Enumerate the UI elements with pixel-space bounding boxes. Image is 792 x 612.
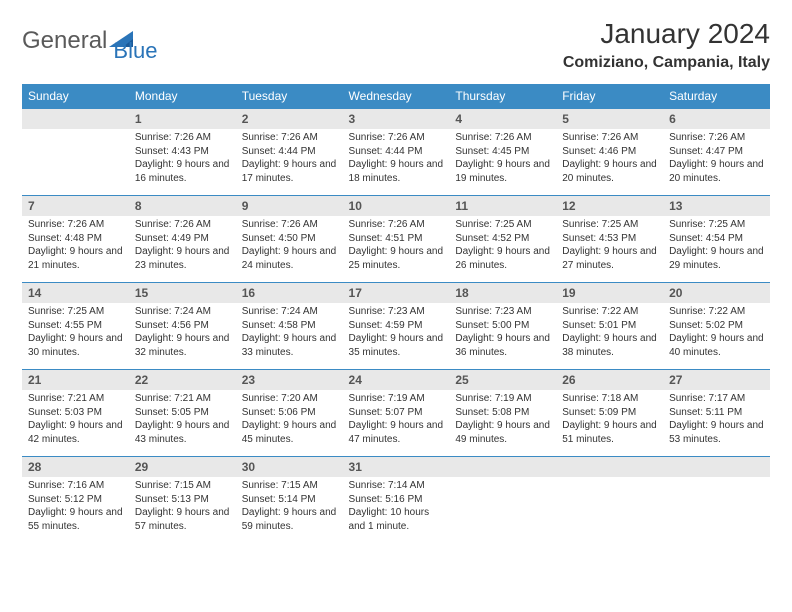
date-row: 28293031	[22, 457, 770, 478]
date-cell: 2	[236, 109, 343, 130]
date-cell	[449, 457, 556, 478]
detail-cell: Sunrise: 7:19 AM Sunset: 5:07 PM Dayligh…	[343, 390, 450, 457]
date-cell: 22	[129, 370, 236, 391]
date-cell: 18	[449, 283, 556, 304]
date-cell: 21	[22, 370, 129, 391]
date-cell: 11	[449, 196, 556, 217]
date-cell: 14	[22, 283, 129, 304]
day-header: Thursday	[449, 84, 556, 109]
detail-row: Sunrise: 7:21 AM Sunset: 5:03 PM Dayligh…	[22, 390, 770, 457]
detail-cell: Sunrise: 7:26 AM Sunset: 4:45 PM Dayligh…	[449, 129, 556, 196]
detail-cell: Sunrise: 7:19 AM Sunset: 5:08 PM Dayligh…	[449, 390, 556, 457]
date-cell: 24	[343, 370, 450, 391]
date-cell: 31	[343, 457, 450, 478]
date-cell	[22, 109, 129, 130]
day-header: Wednesday	[343, 84, 450, 109]
detail-cell	[22, 129, 129, 196]
date-cell: 28	[22, 457, 129, 478]
date-cell: 16	[236, 283, 343, 304]
month-title: January 2024	[563, 18, 770, 50]
detail-cell: Sunrise: 7:24 AM Sunset: 4:58 PM Dayligh…	[236, 303, 343, 370]
date-cell: 27	[663, 370, 770, 391]
detail-row: Sunrise: 7:25 AM Sunset: 4:55 PM Dayligh…	[22, 303, 770, 370]
detail-row: Sunrise: 7:16 AM Sunset: 5:12 PM Dayligh…	[22, 477, 770, 543]
day-header: Saturday	[663, 84, 770, 109]
date-cell: 6	[663, 109, 770, 130]
detail-cell: Sunrise: 7:26 AM Sunset: 4:48 PM Dayligh…	[22, 216, 129, 283]
detail-cell: Sunrise: 7:15 AM Sunset: 5:14 PM Dayligh…	[236, 477, 343, 543]
detail-cell: Sunrise: 7:22 AM Sunset: 5:01 PM Dayligh…	[556, 303, 663, 370]
date-cell: 13	[663, 196, 770, 217]
date-cell: 20	[663, 283, 770, 304]
detail-cell: Sunrise: 7:22 AM Sunset: 5:02 PM Dayligh…	[663, 303, 770, 370]
date-cell: 25	[449, 370, 556, 391]
detail-cell	[663, 477, 770, 543]
date-cell	[556, 457, 663, 478]
date-cell	[663, 457, 770, 478]
detail-cell: Sunrise: 7:26 AM Sunset: 4:46 PM Dayligh…	[556, 129, 663, 196]
detail-cell: Sunrise: 7:17 AM Sunset: 5:11 PM Dayligh…	[663, 390, 770, 457]
date-cell: 7	[22, 196, 129, 217]
detail-cell: Sunrise: 7:16 AM Sunset: 5:12 PM Dayligh…	[22, 477, 129, 543]
detail-cell: Sunrise: 7:26 AM Sunset: 4:49 PM Dayligh…	[129, 216, 236, 283]
day-header-row: Sunday Monday Tuesday Wednesday Thursday…	[22, 84, 770, 109]
detail-row: Sunrise: 7:26 AM Sunset: 4:43 PM Dayligh…	[22, 129, 770, 196]
detail-cell: Sunrise: 7:21 AM Sunset: 5:05 PM Dayligh…	[129, 390, 236, 457]
detail-cell: Sunrise: 7:20 AM Sunset: 5:06 PM Dayligh…	[236, 390, 343, 457]
page-header: General Blue January 2024 Comiziano, Cam…	[22, 18, 770, 72]
date-cell: 12	[556, 196, 663, 217]
detail-cell: Sunrise: 7:26 AM Sunset: 4:43 PM Dayligh…	[129, 129, 236, 196]
date-cell: 30	[236, 457, 343, 478]
day-header: Sunday	[22, 84, 129, 109]
logo: General Blue	[22, 18, 157, 64]
detail-cell: Sunrise: 7:26 AM Sunset: 4:44 PM Dayligh…	[343, 129, 450, 196]
date-row: 78910111213	[22, 196, 770, 217]
date-cell: 29	[129, 457, 236, 478]
detail-cell: Sunrise: 7:15 AM Sunset: 5:13 PM Dayligh…	[129, 477, 236, 543]
detail-cell	[556, 477, 663, 543]
date-cell: 8	[129, 196, 236, 217]
day-header: Monday	[129, 84, 236, 109]
day-header: Tuesday	[236, 84, 343, 109]
logo-text-blue: Blue	[113, 38, 157, 64]
detail-cell: Sunrise: 7:25 AM Sunset: 4:54 PM Dayligh…	[663, 216, 770, 283]
detail-cell: Sunrise: 7:26 AM Sunset: 4:47 PM Dayligh…	[663, 129, 770, 196]
date-cell: 23	[236, 370, 343, 391]
date-cell: 5	[556, 109, 663, 130]
detail-row: Sunrise: 7:26 AM Sunset: 4:48 PM Dayligh…	[22, 216, 770, 283]
date-cell: 9	[236, 196, 343, 217]
logo-text-general: General	[22, 27, 107, 55]
detail-cell: Sunrise: 7:14 AM Sunset: 5:16 PM Dayligh…	[343, 477, 450, 543]
date-row: 14151617181920	[22, 283, 770, 304]
detail-cell: Sunrise: 7:26 AM Sunset: 4:50 PM Dayligh…	[236, 216, 343, 283]
detail-cell: Sunrise: 7:24 AM Sunset: 4:56 PM Dayligh…	[129, 303, 236, 370]
detail-cell: Sunrise: 7:26 AM Sunset: 4:51 PM Dayligh…	[343, 216, 450, 283]
date-row: 123456	[22, 109, 770, 130]
date-cell: 15	[129, 283, 236, 304]
detail-cell: Sunrise: 7:26 AM Sunset: 4:44 PM Dayligh…	[236, 129, 343, 196]
detail-cell: Sunrise: 7:21 AM Sunset: 5:03 PM Dayligh…	[22, 390, 129, 457]
date-cell: 17	[343, 283, 450, 304]
detail-cell: Sunrise: 7:23 AM Sunset: 4:59 PM Dayligh…	[343, 303, 450, 370]
detail-cell	[449, 477, 556, 543]
detail-cell: Sunrise: 7:25 AM Sunset: 4:55 PM Dayligh…	[22, 303, 129, 370]
location-label: Comiziano, Campania, Italy	[563, 54, 770, 72]
date-cell: 19	[556, 283, 663, 304]
header-right: January 2024 Comiziano, Campania, Italy	[563, 18, 770, 72]
detail-cell: Sunrise: 7:23 AM Sunset: 5:00 PM Dayligh…	[449, 303, 556, 370]
detail-cell: Sunrise: 7:25 AM Sunset: 4:53 PM Dayligh…	[556, 216, 663, 283]
detail-cell: Sunrise: 7:25 AM Sunset: 4:52 PM Dayligh…	[449, 216, 556, 283]
calendar-body: 123456Sunrise: 7:26 AM Sunset: 4:43 PM D…	[22, 109, 770, 544]
date-cell: 1	[129, 109, 236, 130]
calendar-table: Sunday Monday Tuesday Wednesday Thursday…	[22, 84, 770, 543]
day-header: Friday	[556, 84, 663, 109]
date-row: 21222324252627	[22, 370, 770, 391]
date-cell: 10	[343, 196, 450, 217]
date-cell: 4	[449, 109, 556, 130]
date-cell: 3	[343, 109, 450, 130]
date-cell: 26	[556, 370, 663, 391]
detail-cell: Sunrise: 7:18 AM Sunset: 5:09 PM Dayligh…	[556, 390, 663, 457]
